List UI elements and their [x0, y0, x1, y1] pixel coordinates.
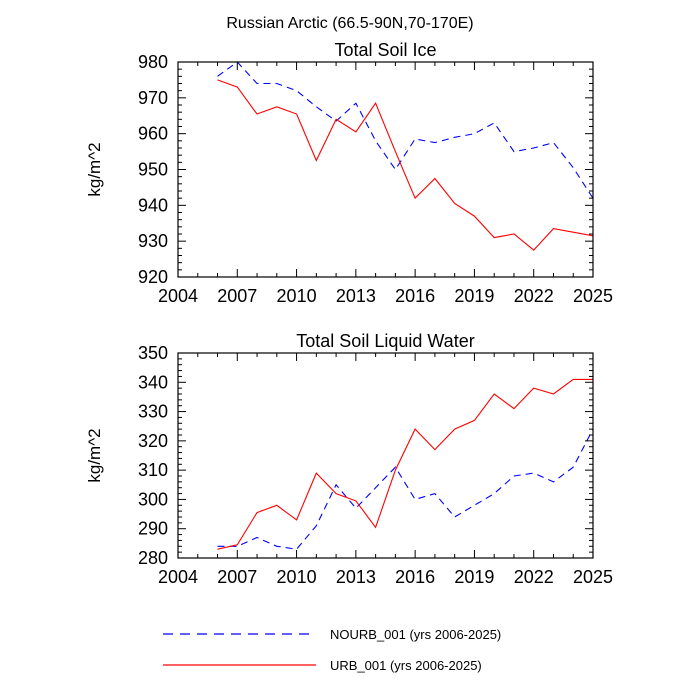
y-tick-label: 350 — [138, 343, 168, 363]
x-tick-label: 2013 — [336, 286, 376, 306]
y-tick-label: 290 — [138, 519, 168, 539]
y-tick-label: 940 — [138, 195, 168, 215]
y-tick-label: 320 — [138, 431, 168, 451]
y-tick-label: 330 — [138, 402, 168, 422]
legend-label-nourb: NOURB_001 (yrs 2006-2025) — [330, 627, 501, 642]
y-tick-label: 930 — [138, 231, 168, 251]
series-line-nourb_001 — [217, 428, 594, 550]
legend-label-urb: URB_001 (yrs 2006-2025) — [330, 658, 482, 673]
x-tick-label: 2016 — [395, 286, 435, 306]
x-tick-label: 2010 — [277, 286, 317, 306]
x-tick-label: 2007 — [217, 286, 257, 306]
x-tick-label: 2025 — [573, 286, 613, 306]
y-axis-label: kg/m^2 — [85, 428, 104, 482]
figure-title: Russian Arctic (66.5-90N,70-170E) — [226, 15, 473, 32]
x-tick-label: 2010 — [277, 567, 317, 587]
x-tick-label: 2016 — [395, 567, 435, 587]
series-line-nourb_001 — [217, 61, 594, 199]
y-tick-label: 920 — [138, 267, 168, 287]
legend: NOURB_001 (yrs 2006-2025) URB_001 (yrs 2… — [163, 627, 501, 673]
y-axis-label: kg/m^2 — [85, 142, 104, 196]
x-tick-label: 2019 — [454, 567, 494, 587]
x-tick-label: 2022 — [514, 286, 554, 306]
y-tick-label: 950 — [138, 160, 168, 180]
x-tick-label: 2007 — [217, 567, 257, 587]
y-tick-label: 980 — [138, 52, 168, 72]
y-tick-label: 960 — [138, 124, 168, 144]
panel-total-soil-ice: Total Soil Ice kg/m^2 2004 2007 2010 2013 2016… — [85, 40, 613, 306]
panel-title: Total Soil Ice — [334, 40, 436, 60]
series-line-urb_001 — [217, 378, 593, 550]
plot-frame — [177, 61, 594, 278]
y-tick-label: 310 — [138, 460, 168, 480]
y-tick-label: 280 — [138, 548, 168, 568]
x-tick-label: 2013 — [336, 567, 376, 587]
y-tick-label: 970 — [138, 88, 168, 108]
y-tick-label: 340 — [138, 372, 168, 392]
panel-total-soil-liquid-water: Total Soil Liquid Water kg/m^2 2004 2007 201… — [85, 331, 613, 587]
x-tick-label: 2004 — [158, 286, 198, 306]
plot-frame — [177, 352, 594, 559]
x-tick-label: 2025 — [573, 567, 613, 587]
y-tick-label: 300 — [138, 489, 168, 509]
x-tick-label: 2019 — [454, 286, 494, 306]
x-tick-label: 2004 — [158, 567, 198, 587]
x-tick-label: 2022 — [514, 567, 554, 587]
panel-title: Total Soil Liquid Water — [296, 331, 474, 351]
series-line-urb_001 — [217, 79, 594, 251]
